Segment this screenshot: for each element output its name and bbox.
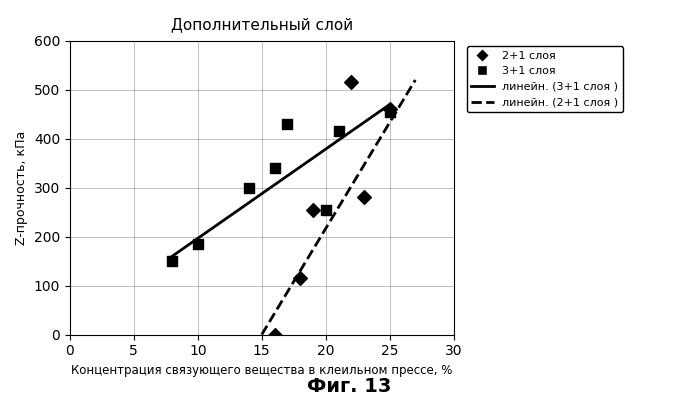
3+1 слоя: [282, 121, 293, 127]
2+1 слоя: [359, 194, 370, 201]
Title: Дополнительный слой: Дополнительный слой: [171, 18, 352, 33]
X-axis label: Концентрация связующего вещества в клеильном прессе, %: Концентрация связующего вещества в клеил…: [71, 364, 452, 377]
3+1 слоя: [192, 241, 203, 247]
2+1 слоя: [384, 106, 395, 113]
3+1 слоя: [269, 165, 280, 171]
Line: линейн. (3+1 слоя ): линейн. (3+1 слоя ): [172, 104, 389, 256]
2+1 слоя: [295, 275, 306, 282]
линейн. (3+1 слоя ): [385, 102, 394, 107]
3+1 слоя: [244, 184, 255, 191]
2+1 слоя: [307, 206, 318, 213]
Y-axis label: Z-прочность, кПа: Z-прочность, кПа: [15, 131, 28, 245]
Text: Фиг. 13: Фиг. 13: [307, 377, 391, 396]
3+1 слоя: [333, 128, 344, 135]
линейн. (3+1 слоя ): [168, 254, 177, 259]
2+1 слоя: [346, 79, 357, 86]
3+1 слоя: [167, 258, 178, 264]
2+1 слоя: [269, 331, 280, 338]
3+1 слоя: [320, 206, 332, 213]
3+1 слоя: [384, 109, 395, 115]
Legend: 2+1 слоя, 3+1 слоя, линейн. (3+1 слоя ), линейн. (2+1 слоя ): 2+1 слоя, 3+1 слоя, линейн. (3+1 слоя ),…: [467, 47, 623, 112]
